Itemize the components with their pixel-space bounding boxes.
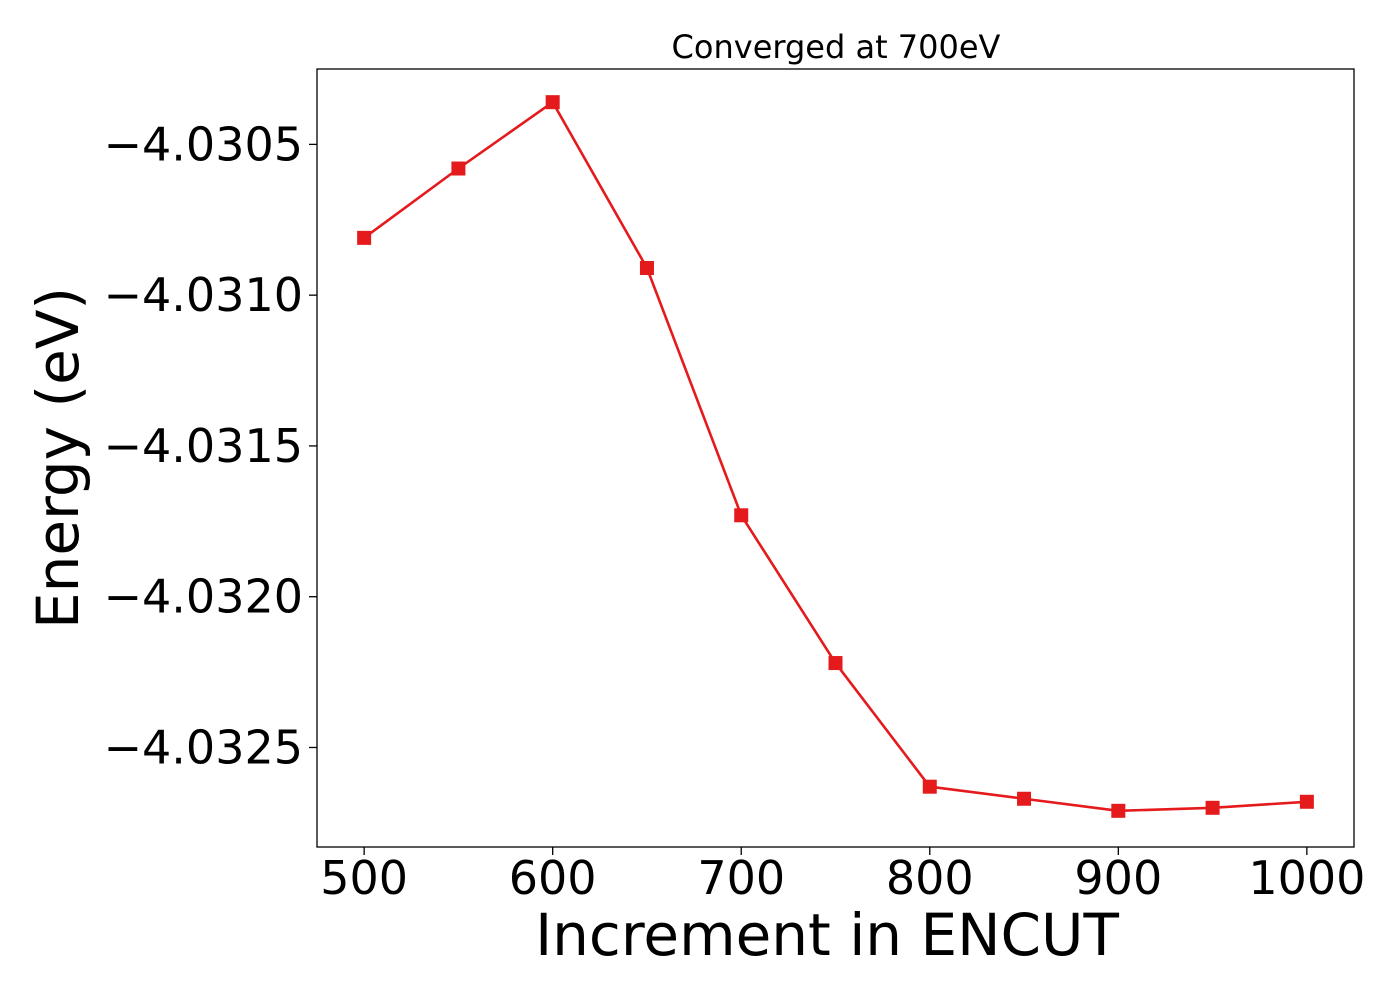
x-axis-label: Increment in ENCUT (535, 901, 1119, 969)
x-tick-label: 700 (697, 851, 785, 905)
x-tick-label: 500 (320, 851, 408, 905)
data-point-marker (545, 95, 560, 110)
y-axis-label: Energy (eV) (24, 287, 92, 629)
y-tick-label: −4.0325 (104, 720, 304, 774)
x-axis: 500 600 700 800 900 1000 (320, 847, 1365, 905)
data-point-marker (1017, 791, 1032, 806)
data-point-marker (639, 261, 654, 276)
data-point-marker (922, 779, 937, 794)
x-tick-label: 1000 (1248, 851, 1365, 905)
x-tick-label: 800 (886, 851, 974, 905)
y-tick-label: −4.0310 (104, 268, 304, 322)
y-tick-label: −4.0315 (104, 419, 304, 473)
x-tick-label: 600 (509, 851, 597, 905)
data-point-marker (1205, 800, 1220, 815)
series-layer (357, 95, 1314, 818)
chart-title: Converged at 700eV (672, 28, 1001, 66)
data-point-marker (451, 161, 466, 176)
x-tick-label: 900 (1074, 851, 1162, 905)
data-point-marker (734, 508, 749, 523)
y-tick-label: −4.0305 (104, 117, 304, 171)
y-axis: −4.0305 −4.0310 −4.0315 −4.0320 −4.0325 (104, 117, 317, 774)
y-tick-label: −4.0320 (104, 570, 304, 624)
series-line (363, 100, 1307, 813)
data-point-marker (1111, 803, 1126, 818)
data-point-marker (828, 656, 843, 671)
data-point-marker (1299, 794, 1314, 809)
plot-area (316, 68, 1355, 848)
data-point-marker (357, 230, 372, 245)
